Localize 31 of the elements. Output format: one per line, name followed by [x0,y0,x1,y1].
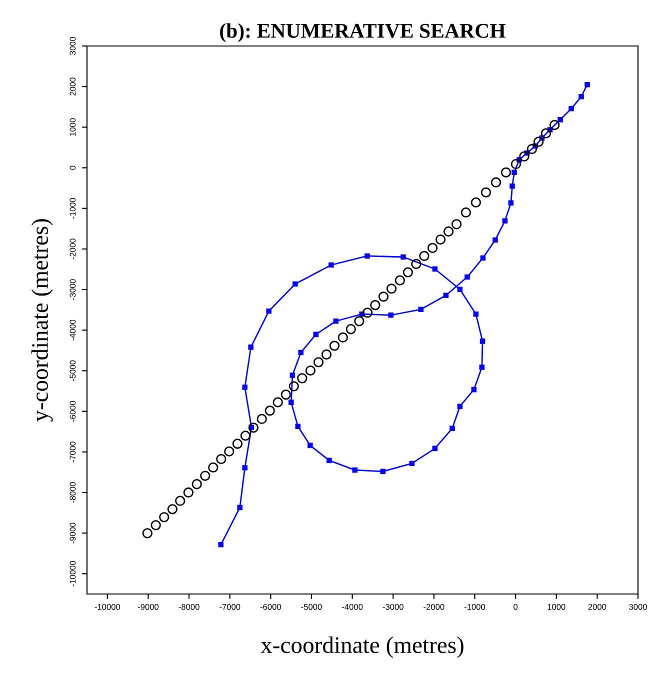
x-tick-label: -6000 [260,604,281,610]
x-tick-label: -7000 [220,604,240,610]
x-tick-label: -1000 [464,604,486,610]
x-tick-label: 1000 [548,604,566,610]
y-tick-label: -1000 [70,198,76,219]
x-tick-label: 0 [514,604,518,610]
y-tick-label: -4000 [70,320,76,340]
y-tick-label: 2000 [70,78,76,96]
y-tick-label: -8000 [70,482,76,503]
x-axis-title: x-coordinate (metres) [260,636,464,658]
x-tick-label: -10000 [94,604,120,610]
x-tick-label: -2000 [424,604,444,610]
y-axis-title: y-coordinate (metres) [31,219,53,422]
chart-title: (b): ENUMERATIVE SEARCH [220,23,506,42]
y-tick-label: -7000 [70,442,76,462]
y-tick-label: -3000 [70,279,76,300]
x-tick-label: -8000 [178,604,200,610]
x-tick-label: -3000 [382,604,404,610]
y-tick-label: 0 [70,166,76,170]
y-tick-label: -9000 [70,522,76,544]
y-tick-label: -5000 [70,360,76,382]
y-tick-label: -6000 [70,401,76,422]
y-tick-label: -2000 [70,238,76,260]
y-tick-label: 3000 [70,37,76,55]
x-tick-label: -9000 [138,604,159,610]
x-tick-label: 3000 [629,604,647,610]
y-tick-label: 1000 [70,118,76,136]
x-tick-label: 2000 [588,604,606,610]
x-tick-label: -5000 [301,604,322,610]
x-tick-label: -4000 [342,604,363,610]
y-tick-label: -10000 [70,561,76,586]
